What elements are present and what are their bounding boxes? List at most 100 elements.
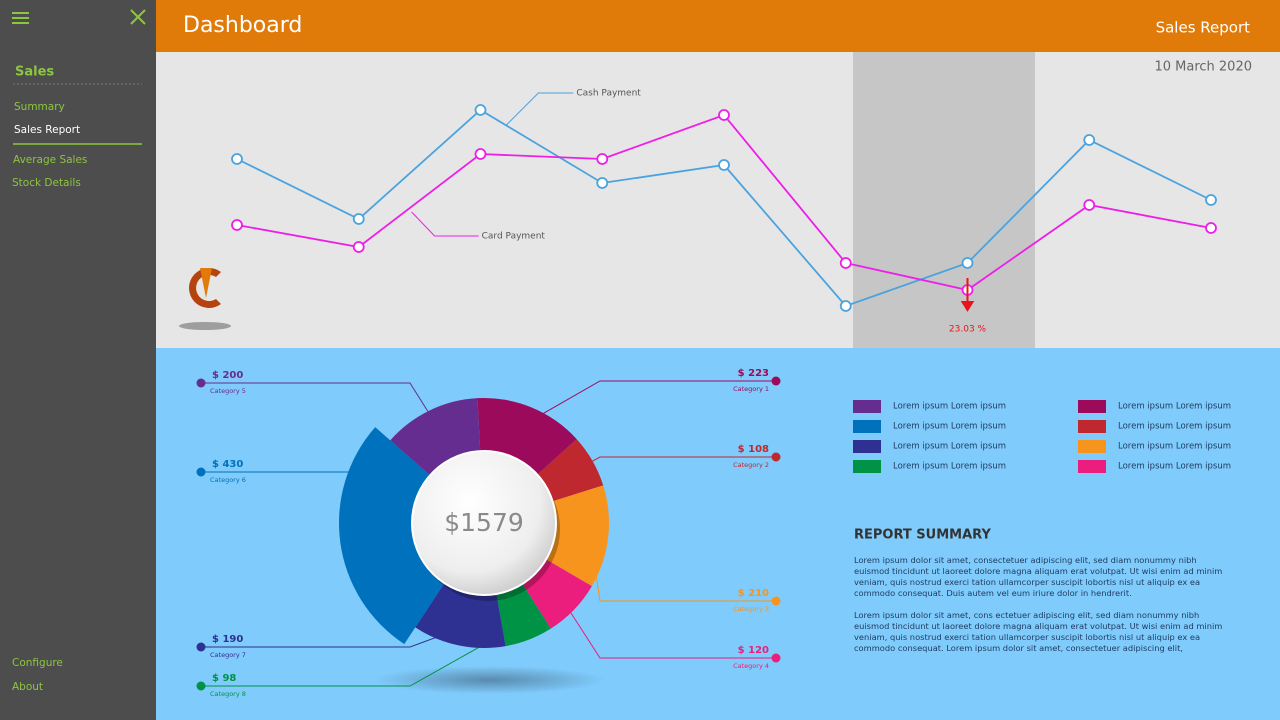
value-label: $ 210 xyxy=(738,588,769,599)
pie-slice xyxy=(338,427,447,645)
summary-paragraph: Lorem ipsum dolor sit amet, consectetuer… xyxy=(854,555,1223,598)
header-page: Sales Report xyxy=(1156,19,1251,37)
leader-line xyxy=(589,534,776,602)
value-label: $ 190 xyxy=(212,634,243,645)
value-label: $ 200 xyxy=(212,370,243,381)
line-point xyxy=(839,300,852,312)
value-label: $ 120 xyxy=(738,645,769,656)
legend-swatch xyxy=(1078,460,1106,473)
category-label: Category 3 xyxy=(733,605,769,613)
pie-slice xyxy=(542,485,609,587)
line-point xyxy=(718,159,730,171)
close-icon[interactable] xyxy=(130,9,146,25)
line-point xyxy=(1083,199,1096,211)
line-point xyxy=(352,241,365,253)
value-label: $ 430 xyxy=(212,459,243,470)
leader-line xyxy=(201,471,412,541)
line-point xyxy=(596,177,609,189)
nav-item[interactable]: Stock Details xyxy=(12,177,81,189)
highlight-band xyxy=(853,52,1035,348)
line-point xyxy=(718,109,730,121)
leader-line xyxy=(201,627,463,648)
legend-label: Lorem ipsum Lorem ipsum xyxy=(1118,442,1231,452)
legend-swatch xyxy=(853,440,881,453)
leader-dot xyxy=(196,681,206,691)
value-label: $ 108 xyxy=(738,444,769,455)
sidebar xyxy=(0,0,156,720)
line-point xyxy=(839,257,852,269)
leader-dot xyxy=(771,452,781,462)
line-point xyxy=(474,104,487,116)
line-point xyxy=(474,148,487,160)
leader-line xyxy=(576,456,776,471)
legend-swatch xyxy=(1078,440,1106,453)
line-point xyxy=(961,257,974,269)
legend-swatch xyxy=(1078,400,1106,413)
series-label: Cash Payment xyxy=(576,89,641,99)
category-label: Category 5 xyxy=(210,387,246,395)
line-point xyxy=(596,153,609,165)
pie-panel xyxy=(156,348,1280,720)
pie-shadow xyxy=(375,666,605,694)
legend-swatch xyxy=(853,420,881,433)
leader-line xyxy=(524,380,776,425)
center-total: $1579 xyxy=(444,508,524,537)
category-label: Category 7 xyxy=(210,651,246,659)
header-title: Dashboard xyxy=(183,13,302,38)
legend-swatch xyxy=(1078,420,1106,433)
leader-dot xyxy=(771,596,781,606)
nav-item[interactable]: Summary xyxy=(14,101,65,113)
nav-item-active[interactable]: Sales Report xyxy=(14,124,80,136)
leader-dot xyxy=(196,378,206,388)
line-point xyxy=(352,213,365,225)
line-point xyxy=(231,219,243,231)
pie-slice xyxy=(534,439,604,503)
leader-dot xyxy=(771,653,781,663)
change-arrow xyxy=(960,278,975,312)
line-point xyxy=(1205,194,1217,206)
nav-item[interactable]: Configure xyxy=(12,657,63,669)
value-label: $ 223 xyxy=(738,368,769,379)
line-point xyxy=(231,153,243,165)
pie-slice xyxy=(415,579,506,649)
line-point xyxy=(1083,134,1096,146)
summary-title: REPORT SUMMARY xyxy=(854,528,991,543)
legend-swatch xyxy=(853,460,881,473)
report-date: 10 March 2020 xyxy=(1154,60,1252,75)
nav-item[interactable]: About xyxy=(12,681,43,693)
line-panel xyxy=(156,52,1280,348)
legend-label: Lorem ipsum Lorem ipsum xyxy=(893,462,1006,472)
category-label: Category 8 xyxy=(210,690,246,698)
category-label: Category 6 xyxy=(210,476,246,484)
center-disc xyxy=(411,450,557,596)
change-label: 23.03 % xyxy=(949,325,987,335)
category-label: Category 1 xyxy=(733,385,769,393)
leader-dot xyxy=(196,642,206,652)
line-point xyxy=(1205,222,1217,234)
value-label: $ 98 xyxy=(212,673,236,684)
category-label: Category 2 xyxy=(733,461,769,469)
logo xyxy=(179,268,231,330)
menu-icon[interactable] xyxy=(12,12,29,24)
callout-line xyxy=(411,211,479,237)
leader-line xyxy=(201,382,438,427)
header-bar xyxy=(156,0,1280,52)
nav-item[interactable]: Average Sales xyxy=(13,154,87,166)
sidebar-section: Sales xyxy=(15,65,54,80)
summary-paragraph: Lorem ipsum dolor sit amet, cons ectetue… xyxy=(854,610,1223,653)
pie-slice xyxy=(477,398,577,478)
pie-slice xyxy=(520,557,592,629)
legend-swatch xyxy=(853,400,881,413)
legend-label: Lorem ipsum Lorem ipsum xyxy=(1118,462,1231,472)
legend-label: Lorem ipsum Lorem ipsum xyxy=(893,402,1006,412)
legend-label: Lorem ipsum Lorem ipsum xyxy=(1118,402,1231,412)
callout-line xyxy=(506,92,574,126)
leader-dot xyxy=(771,376,781,386)
legend-label: Lorem ipsum Lorem ipsum xyxy=(1118,422,1231,432)
legend-label: Lorem ipsum Lorem ipsum xyxy=(893,422,1006,432)
series-label: Card Payment xyxy=(482,232,546,242)
legend-label: Lorem ipsum Lorem ipsum xyxy=(893,442,1006,452)
leader-dot xyxy=(196,467,206,477)
